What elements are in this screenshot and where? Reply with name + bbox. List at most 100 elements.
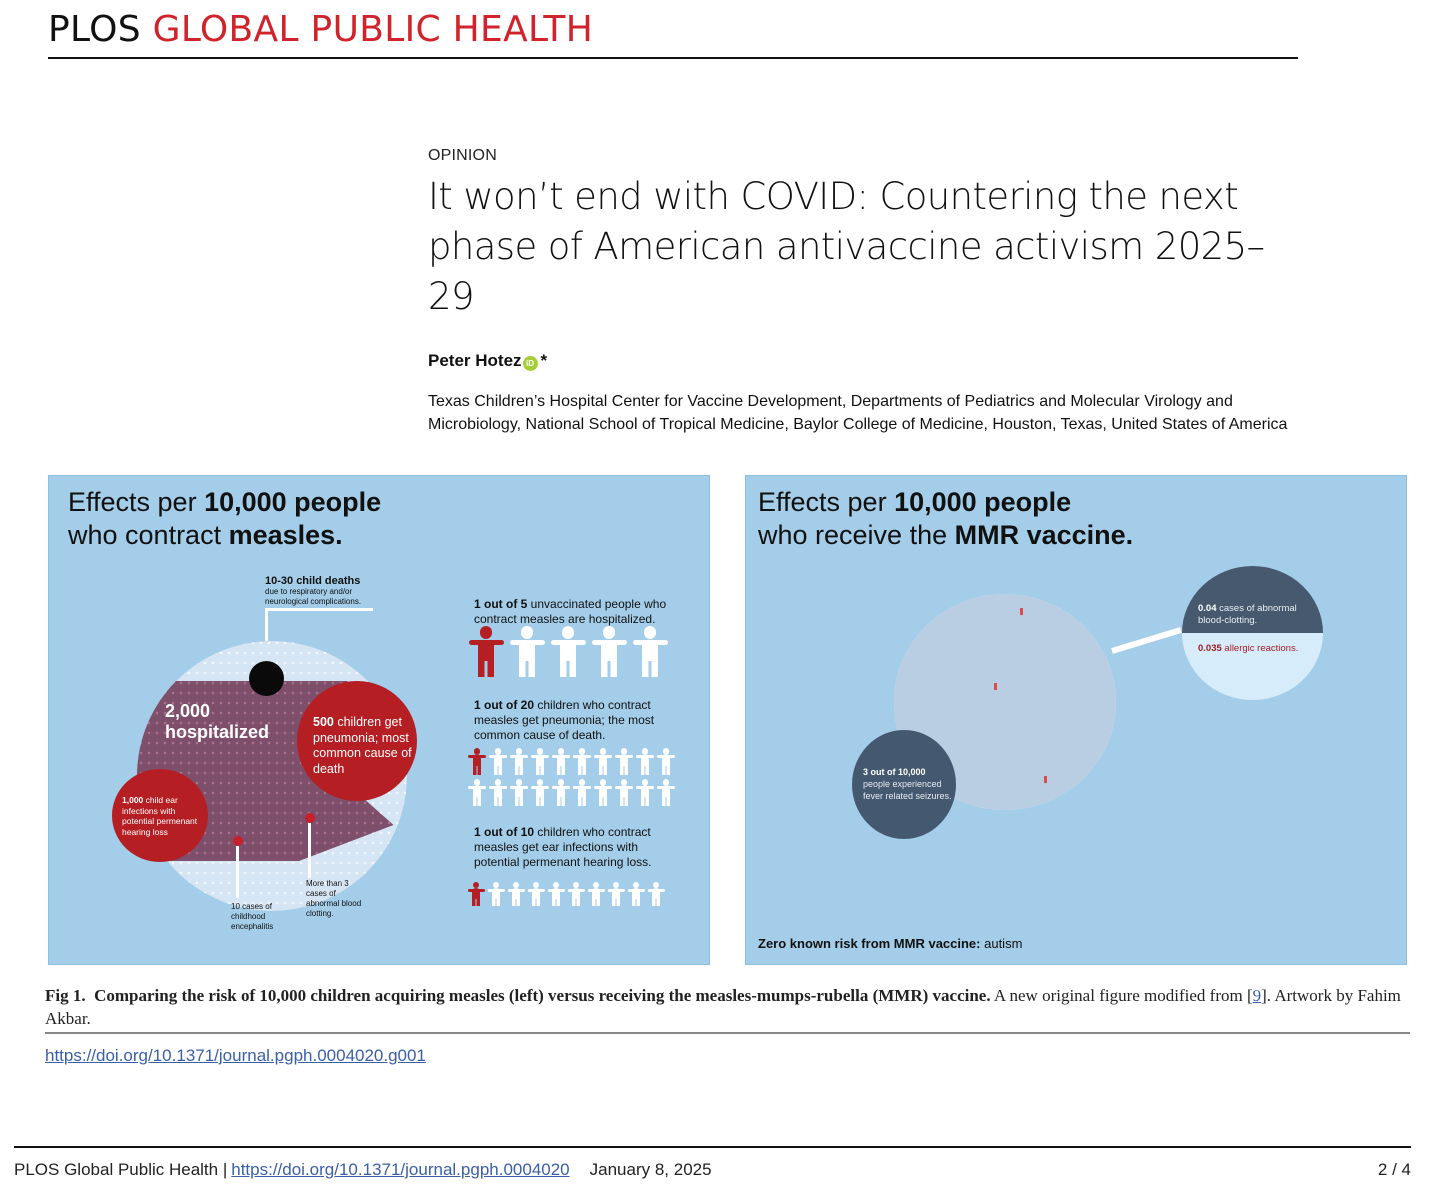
person-icon xyxy=(551,748,571,775)
journal-header: PLOS GLOBAL PUBLIC HEALTH xyxy=(48,8,593,52)
author-name[interactable]: Peter Hotez xyxy=(428,350,522,370)
person-icon xyxy=(547,882,565,907)
encephalitis-connector xyxy=(236,846,239,898)
caption-divider xyxy=(45,1032,1410,1034)
footer-journal: PLOS Global Public Health | xyxy=(14,1160,228,1179)
person-icon xyxy=(508,626,546,678)
clotting-desc: cases of abnormal blood-clotting. xyxy=(1198,603,1297,626)
person-icon xyxy=(488,748,508,775)
hospitalized-label: 2,000 hospitalized xyxy=(165,701,269,743)
seizure-text: 3 out of 10,000 people experienced fever… xyxy=(863,766,956,802)
clotting-connector xyxy=(308,823,311,878)
hospitalized-text: hospitalized xyxy=(165,722,270,742)
article-type: OPINION xyxy=(428,147,497,164)
person-icon xyxy=(593,779,613,806)
person-icon xyxy=(527,882,545,907)
clotting-text: 0.04 cases of abnormal blood-clotting. xyxy=(1198,603,1323,627)
title-bold: measles. xyxy=(228,520,343,550)
stat-pneumonia: 1 out of 20 children who contract measle… xyxy=(474,698,684,743)
journal-name: GLOBAL PUBLIC HEALTH xyxy=(152,9,594,50)
person-icon xyxy=(509,748,529,775)
title-text: who receive the xyxy=(758,520,955,550)
seizure-desc: people experienced fever related seizure… xyxy=(863,779,952,801)
seizure-circle: 3 out of 10,000 people experienced fever… xyxy=(852,730,956,839)
footer-divider xyxy=(14,1146,1411,1148)
footer-doi-link[interactable]: https://doi.org/10.1371/journal.pgph.000… xyxy=(231,1160,570,1179)
affected-person-marker xyxy=(1020,608,1023,615)
measles-panel-title: Effects per 10,000 people who contract m… xyxy=(68,486,381,552)
caption-text: A new original figure modified from [ xyxy=(990,986,1253,1005)
title-text: Effects per xyxy=(68,487,205,517)
figure-doi-link[interactable]: https://doi.org/10.1371/journal.pgph.000… xyxy=(45,1046,426,1065)
ear-pictogram xyxy=(467,882,665,907)
deaths-callout: 10-30 child deaths due to respiratory an… xyxy=(265,575,395,607)
title-bold: 10,000 people xyxy=(204,487,382,517)
affected-person-icon xyxy=(467,626,505,678)
person-icon xyxy=(551,779,571,806)
clotting-label: More than 3 cases of abnormal blood clot… xyxy=(306,879,362,918)
zero-risk-text: autism xyxy=(980,936,1023,951)
article-title: It won’t end with COVID: Countering the … xyxy=(428,175,1265,318)
person-icon xyxy=(635,748,655,775)
stat-desc: children who contract measles get pneumo… xyxy=(474,698,655,742)
mmr-panel-title: Effects per 10,000 people who receive th… xyxy=(758,486,1133,552)
affected-person-icon xyxy=(467,748,487,775)
person-icon xyxy=(635,779,655,806)
figure-caption: Fig 1. Comparing the risk of 10,000 chil… xyxy=(45,985,1410,1030)
corresponding-author-marker: * xyxy=(540,350,548,370)
hospitalized-count: 2,000 xyxy=(165,701,211,721)
person-icon xyxy=(530,779,550,806)
person-icon xyxy=(567,882,585,907)
person-icon xyxy=(631,626,669,678)
publisher-name: PLOS xyxy=(48,9,141,50)
pneumonia-desc: children get pneumonia; most common caus… xyxy=(313,715,412,776)
deaths-connector xyxy=(265,608,268,668)
stat-ratio: 1 out of 5 xyxy=(474,597,528,611)
pneumonia-pictogram xyxy=(467,748,676,775)
title-text: who contract xyxy=(68,520,229,550)
person-icon xyxy=(509,779,529,806)
title-bold: 10,000 people xyxy=(894,487,1072,517)
stat-desc: unvaccinated people who contract measles… xyxy=(474,597,667,626)
author-line: Peter Hotez iD * xyxy=(428,350,547,371)
caption-label: Fig 1. xyxy=(45,986,86,1005)
caption-title: Comparing the risk of 10,000 children ac… xyxy=(94,986,991,1005)
person-icon xyxy=(467,779,487,806)
person-icon xyxy=(614,779,634,806)
person-icon xyxy=(656,779,676,806)
stat-ratio: 1 out of 10 xyxy=(474,825,535,839)
zero-risk-bold: Zero known risk from MMR vaccine: xyxy=(758,936,981,951)
publication-date: January 8, 2025 xyxy=(589,1160,712,1179)
clotting-dot xyxy=(305,813,315,823)
person-icon xyxy=(488,779,508,806)
person-icon xyxy=(627,882,645,907)
affected-person-marker xyxy=(1044,776,1047,783)
person-icon xyxy=(572,748,592,775)
encephalitis-dot xyxy=(233,836,243,846)
caption-text: ]. Artwork by Fahim Akbar. xyxy=(45,986,1401,1028)
deaths-sub: due to respiratory and/or neurological c… xyxy=(265,587,362,606)
person-icon xyxy=(647,882,665,907)
deaths-bold: 10-30 child deaths xyxy=(265,575,361,587)
person-icon xyxy=(607,882,625,907)
person-icon xyxy=(587,882,605,907)
person-icon xyxy=(590,626,628,678)
seizure-rate: 3 out of 10,000 xyxy=(863,767,926,777)
rare-effects-circle: 0.04 cases of abnormal blood-clotting. 0… xyxy=(1182,566,1323,700)
pneumonia-circle: 500 children get pneumonia; most common … xyxy=(297,681,417,801)
person-icon xyxy=(487,882,505,907)
encephalitis-label: 10 cases of childhood encephalitis xyxy=(231,902,274,931)
deaths-connector xyxy=(265,608,373,611)
person-icon xyxy=(549,626,587,678)
title-bold: MMR vaccine. xyxy=(954,520,1134,550)
page-footer: PLOS Global Public Health | https://doi.… xyxy=(14,1160,712,1180)
pneumonia-count: 500 xyxy=(313,715,334,729)
reference-link[interactable]: 9 xyxy=(1252,986,1262,1005)
header-divider xyxy=(48,57,1298,59)
figure-panel-measles: Effects per 10,000 people who contract m… xyxy=(48,475,710,965)
clotting-rate: 0.04 xyxy=(1198,603,1217,614)
pneumonia-pictogram xyxy=(467,779,676,806)
ear-infection-circle: 1,000 child ear infections with potentia… xyxy=(112,769,208,862)
figure-panel-mmr: Effects per 10,000 people who receive th… xyxy=(745,475,1407,965)
orcid-id-icon[interactable]: iD xyxy=(522,356,538,371)
